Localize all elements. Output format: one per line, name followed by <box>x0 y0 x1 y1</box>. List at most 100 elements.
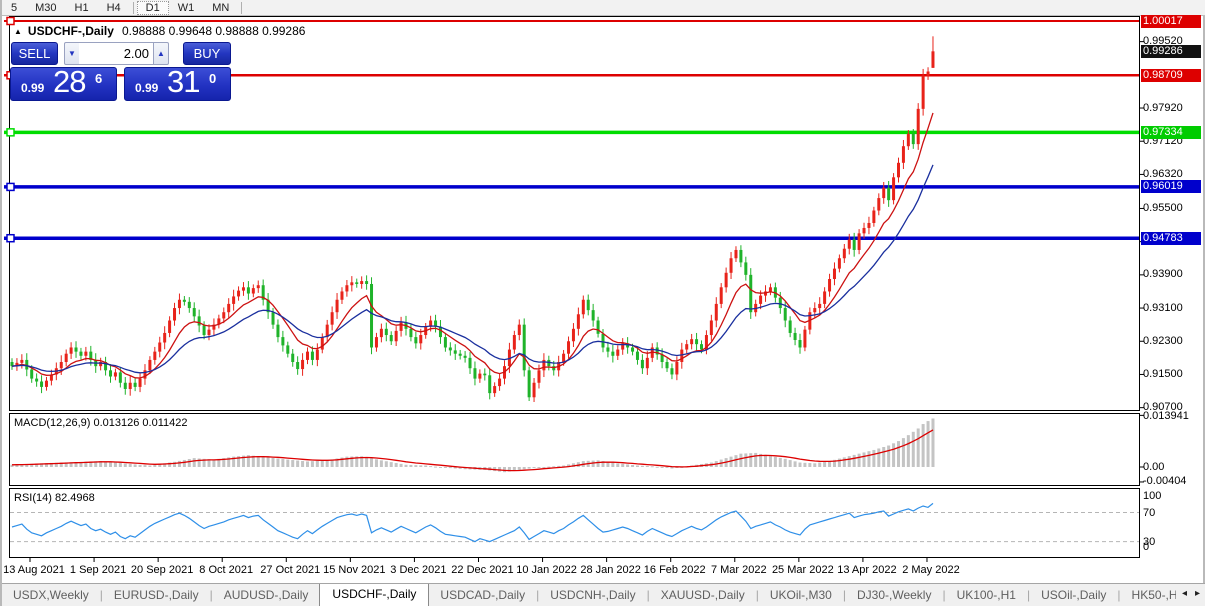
tab-audusd-daily[interactable]: AUDUSD-,Daily <box>223 588 309 602</box>
candle-body <box>872 210 876 223</box>
macd-bar <box>207 459 211 467</box>
timeframe-button-W1[interactable]: W1 <box>177 1 195 14</box>
tab-hk50-h[interactable]: HK50-,H <box>1131 588 1178 602</box>
macd-tick-label: 0.013941 <box>1143 409 1189 422</box>
tab-usdchf-daily[interactable]: USDCHF-,Daily <box>319 584 430 606</box>
candle-body <box>153 351 157 360</box>
macd-bar <box>877 448 881 467</box>
date-axis-label: 1 Sep 2021 <box>69 564 127 576</box>
candle-body <box>291 353 295 363</box>
tab-usdx-weekly[interactable]: USDX,Weekly <box>13 588 89 602</box>
volume-input[interactable] <box>79 42 154 65</box>
macd-bar <box>379 460 383 467</box>
candle-body <box>340 291 344 300</box>
candle-body <box>35 378 39 382</box>
macd-bar <box>281 459 285 467</box>
hline-handle[interactable] <box>6 16 15 26</box>
candle-body <box>453 350 457 354</box>
macd-bar <box>606 461 610 467</box>
volume-increase-button[interactable]: ▲ <box>153 42 169 65</box>
date-axis-label: 7 Mar 2022 <box>710 564 767 576</box>
macd-bar <box>754 452 758 467</box>
timeframe-button-H4[interactable]: H4 <box>106 1 121 14</box>
tab-scroll-arrows: ◂ ▸ <box>1175 588 1200 599</box>
candle-body <box>44 380 48 387</box>
candle-body <box>571 328 575 342</box>
timeframe-button-M30[interactable]: M30 <box>35 1 57 14</box>
candle-body <box>345 285 349 292</box>
candle-body <box>458 353 462 356</box>
tab-usdcad-daily[interactable]: USDCAD-,Daily <box>440 588 526 602</box>
sell-price-display[interactable]: 0.99 28 6 <box>10 64 117 101</box>
candle-body <box>118 372 122 383</box>
candle-body <box>576 314 580 329</box>
timeframe-button-MN[interactable]: MN <box>212 1 230 14</box>
macd-bar <box>596 460 600 467</box>
candle-body <box>645 357 649 369</box>
price-line-badge: 1.00017 <box>1141 14 1201 28</box>
candle-body <box>379 328 383 338</box>
candle-body <box>906 133 910 147</box>
buy-button[interactable]: BUY <box>183 42 231 65</box>
timeframe-button-D1[interactable]: D1 <box>136 0 169 15</box>
macd-bar <box>261 456 265 467</box>
macd-bar <box>626 464 630 467</box>
tab-separator: | <box>1117 588 1121 602</box>
candle-body <box>862 227 866 234</box>
candle-body <box>246 287 250 294</box>
tab-eurusd-daily[interactable]: EURUSD-,Daily <box>113 588 199 602</box>
hline-handle[interactable] <box>6 233 15 243</box>
candle-body <box>695 339 699 345</box>
candle-body <box>133 382 137 387</box>
tab-scroll-right-icon[interactable]: ▸ <box>1194 588 1200 599</box>
candle-body <box>296 362 300 370</box>
macd-bar <box>852 454 856 467</box>
rsi-indicator-label: RSI(14) 82.4968 <box>14 492 95 504</box>
candle-body <box>498 378 502 387</box>
hline-handle[interactable] <box>6 128 15 137</box>
candle-body <box>719 287 723 304</box>
tab-usoil-daily[interactable]: USOil-,Daily <box>1041 588 1107 602</box>
caret-up-icon: ▲ <box>157 49 165 58</box>
candle-body <box>749 274 753 313</box>
candle-body <box>744 262 748 275</box>
price-tick-label: 0.99520 <box>1143 35 1183 48</box>
candle-body <box>399 322 403 331</box>
candle-body <box>611 351 615 356</box>
price-line-badge: 0.94783 <box>1141 231 1201 245</box>
timeframe-button-5[interactable]: 5 <box>11 1 18 14</box>
tab-dj30-weekly[interactable]: DJ30-,Weekly <box>856 588 932 602</box>
tab-uk100-h1[interactable]: UK100-,H1 <box>956 588 1016 602</box>
macd-bar <box>345 456 349 467</box>
candle-body <box>109 370 112 377</box>
candle-body <box>591 310 595 321</box>
buy-price-display[interactable]: 0.99 31 0 <box>124 64 231 101</box>
candle-body <box>739 249 743 263</box>
candle-body <box>759 295 763 304</box>
rsi-line <box>11 502 934 543</box>
expand-triangle-icon[interactable]: ▲ <box>14 27 22 36</box>
candle-body <box>488 375 492 394</box>
macd-bar <box>892 443 896 467</box>
candle-body <box>714 303 718 321</box>
candle-body <box>660 354 664 363</box>
macd-bar <box>192 458 196 467</box>
tab-usdcnh-daily[interactable]: USDCNH-,Daily <box>550 588 636 602</box>
volume-decrease-button[interactable]: ▼ <box>64 42 80 65</box>
macd-bar <box>325 460 329 467</box>
candle-body <box>187 301 191 309</box>
candle-body <box>537 370 541 383</box>
sell-button[interactable]: SELL <box>11 42 58 65</box>
price-tick-label: 0.95500 <box>1143 201 1183 214</box>
rsi-pane-border <box>9 488 1140 558</box>
macd-bar <box>552 466 556 468</box>
tab-ukoil-m30[interactable]: UKOil-,M30 <box>769 588 832 602</box>
macd-bar <box>271 457 275 467</box>
macd-bar <box>94 461 98 467</box>
tab-xauusd-daily[interactable]: XAUUSD-,Daily <box>660 588 745 602</box>
timeframe-button-H1[interactable]: H1 <box>74 1 89 14</box>
tab-scroll-left-icon[interactable]: ◂ <box>1181 588 1187 599</box>
hline-handle[interactable] <box>6 182 15 192</box>
candle-body <box>798 340 802 348</box>
macd-bar <box>532 467 536 469</box>
